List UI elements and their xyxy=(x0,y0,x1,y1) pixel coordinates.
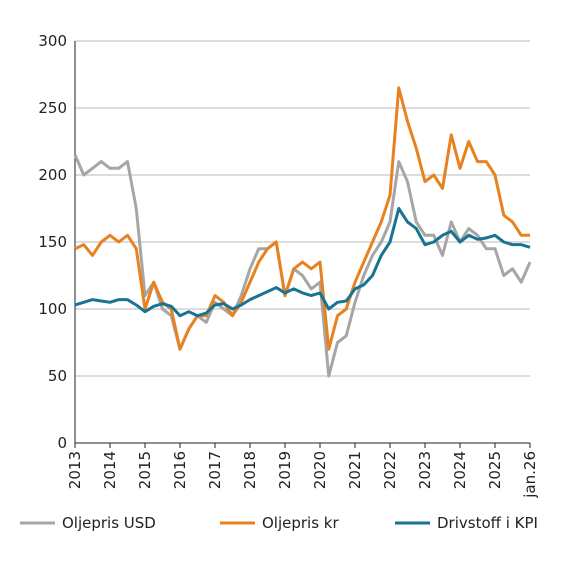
legend-label: Oljepris USD xyxy=(62,514,156,532)
y-tick-label: 150 xyxy=(38,233,67,251)
x-tick-label: 2017 xyxy=(206,451,224,489)
x-tick-label: 2021 xyxy=(346,451,364,489)
x-tick-label: 2019 xyxy=(276,451,294,489)
x-tick-label: 2022 xyxy=(381,451,399,489)
legend-label: Oljepris kr xyxy=(262,514,339,532)
y-tick-label: 200 xyxy=(38,166,67,184)
series-line xyxy=(74,207,531,318)
series-line xyxy=(74,86,530,351)
x-tick-label: 2023 xyxy=(416,451,434,489)
x-tick-label: 2025 xyxy=(486,451,504,489)
x-tick-label: 2015 xyxy=(136,451,154,489)
x-tick-label: 2013 xyxy=(66,451,84,489)
x-tick-label: 2020 xyxy=(311,451,329,489)
y-tick-label: 50 xyxy=(48,367,67,385)
x-tick-label: 2014 xyxy=(101,451,119,489)
y-tick-label: 300 xyxy=(38,32,67,50)
x-tick-label: 2018 xyxy=(241,451,259,489)
x-tick-label: jan.26 xyxy=(521,451,539,499)
y-tick-label: 250 xyxy=(38,99,67,117)
x-tick-label: 2016 xyxy=(171,451,189,489)
x-tick-label: 2024 xyxy=(451,451,469,489)
legend-label: Drivstoff i KPI xyxy=(437,514,538,532)
y-tick-label: 0 xyxy=(57,434,67,452)
series-line xyxy=(73,154,532,378)
y-tick-label: 100 xyxy=(38,300,67,318)
